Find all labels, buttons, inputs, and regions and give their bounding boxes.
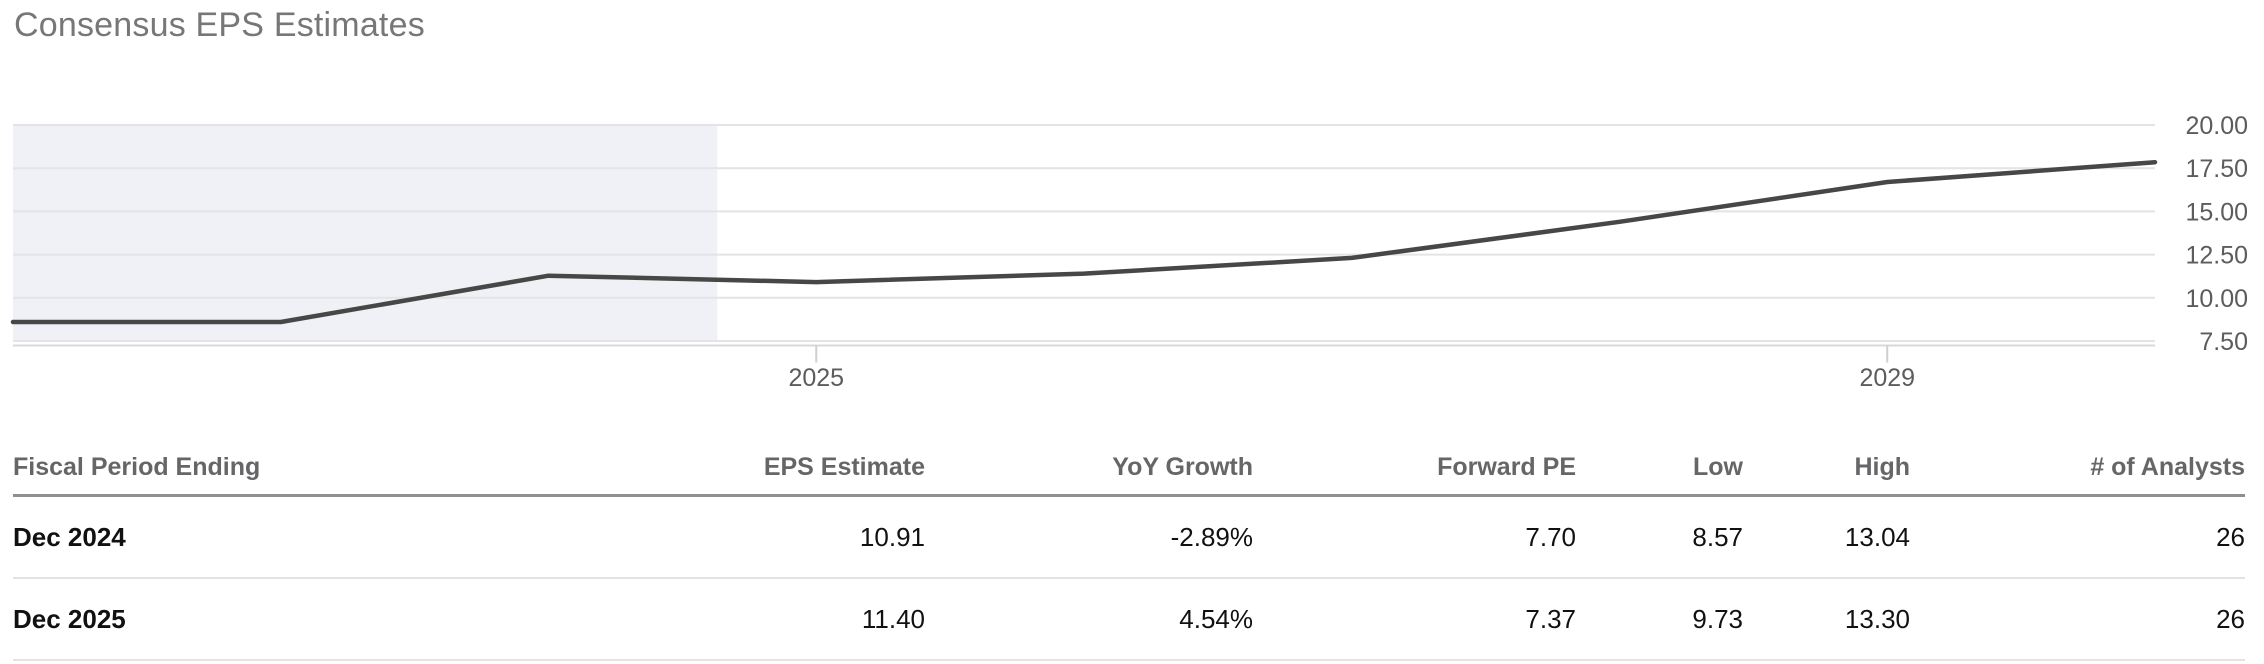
fiscal-period-cell: Dec 2024	[13, 495, 413, 579]
fiscal-period-cell: Dec 2025	[13, 578, 413, 661]
estimates-table-header: Fiscal Period Ending EPS Estimate YoY Grow…	[13, 441, 2245, 497]
eps-estimate-line	[10, 159, 2158, 325]
y-axis-tick-label: 17.50	[2185, 155, 2248, 183]
table-cell: 26	[1910, 578, 2245, 661]
table-cell: 7.70	[1253, 495, 1576, 579]
table-cell: 13.04	[1743, 495, 1910, 579]
x-axis-tick-label: 2025	[788, 364, 844, 392]
table-row: Dec 2024 10.91 -2.89% 7.70 8.57 13.04 26	[13, 495, 2245, 579]
table-cell: 7.37	[1253, 578, 1576, 661]
estimates-table-body: Dec 2024 10.91 -2.89% 7.70 8.57 13.04 26 Dec 20…	[13, 495, 2245, 661]
eps-line-chart[interactable]: 20.00 17.50 15.00 12.50 10.00 7.50 2025 2029	[0, 0, 2264, 430]
column-header: Forward PE	[1253, 441, 1576, 497]
table-cell: 8.57	[1576, 495, 1743, 579]
column-header: Fiscal Period Ending	[13, 441, 413, 497]
table-cell: 10.91	[413, 495, 925, 579]
table-cell: 11.40	[413, 578, 925, 661]
y-axis-tick-label: 15.00	[2185, 198, 2248, 226]
estimates-table: Fiscal Period Ending EPS Estimate YoY Grow…	[13, 441, 2245, 661]
chart-canvas: 20.00 17.50 15.00 12.50 10.00 7.50 2025 2029	[10, 112, 2248, 392]
column-header: # of Analysts	[1910, 441, 2245, 497]
column-header: High	[1743, 441, 1910, 497]
y-axis-tick-label: 10.00	[2185, 285, 2248, 313]
column-header: Low	[1576, 441, 1743, 497]
column-header: YoY Growth	[925, 441, 1253, 497]
table-cell: 9.73	[1576, 578, 1743, 661]
table-cell: 4.54%	[925, 578, 1253, 661]
table-cell: -2.89%	[925, 495, 1253, 579]
historical-highlight-region	[13, 125, 718, 341]
table-cell: 13.30	[1743, 578, 1910, 661]
column-header: EPS Estimate	[413, 441, 925, 497]
table-row: Dec 2025 11.40 4.54% 7.37 9.73 13.30 26	[13, 578, 2245, 661]
y-axis-tick-label: 12.50	[2185, 242, 2248, 270]
y-axis-tick-label: 7.50	[2199, 328, 2248, 356]
header-row: Fiscal Period Ending EPS Estimate YoY Grow…	[13, 441, 2245, 497]
x-axis-tick-label: 2029	[1859, 364, 1915, 392]
page-title: Consensus EPS Estimates	[14, 6, 425, 44]
y-axis-tick-label: 20.00	[2185, 112, 2248, 140]
table-cell: 26	[1910, 495, 2245, 579]
